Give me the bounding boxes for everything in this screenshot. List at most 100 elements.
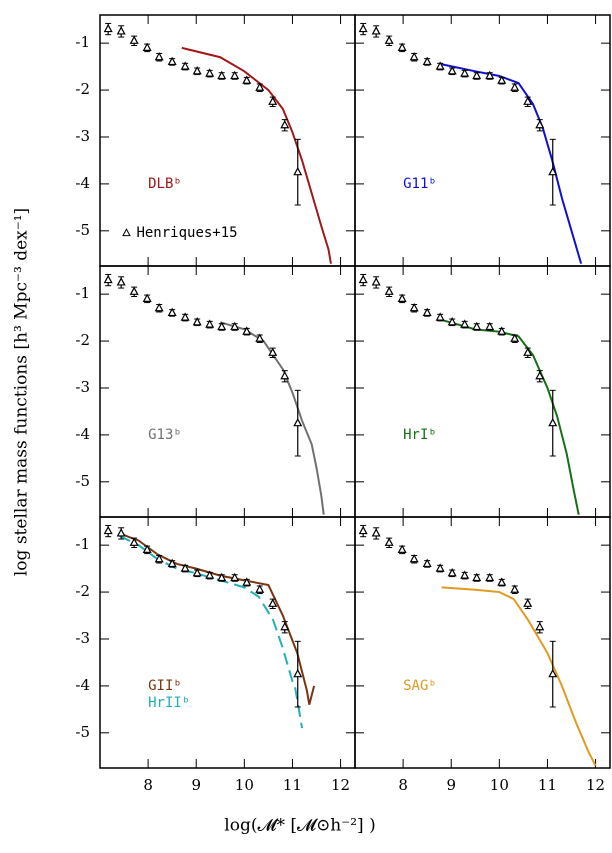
panel-frame [99, 265, 356, 518]
panel-frame [354, 516, 611, 769]
observation-point [497, 326, 507, 335]
observation-point [167, 307, 177, 317]
observation-point [293, 166, 303, 176]
observation-point [460, 319, 470, 328]
observation-point [460, 570, 470, 579]
observation-point [472, 572, 482, 582]
observation-point [180, 563, 190, 572]
observation-point [384, 35, 394, 44]
observation-point [447, 568, 457, 577]
y-tick-label: -4 [75, 676, 90, 694]
y-tick-label: -3 [75, 127, 90, 145]
observation-point [472, 70, 482, 80]
observation-point [397, 544, 407, 553]
observation-point [242, 75, 252, 84]
observation-point [358, 23, 368, 33]
observation-point [205, 68, 215, 77]
panel: HrIᵇ [354, 265, 611, 518]
observation-point [116, 26, 126, 35]
model-line [441, 318, 580, 515]
x-tick-label: 9 [446, 776, 456, 794]
observation-point [497, 75, 507, 84]
observation-point [510, 82, 520, 91]
observation-point [384, 286, 394, 295]
model-line [441, 63, 583, 264]
observation-point [435, 61, 445, 70]
observation-point [293, 417, 303, 427]
observation-point [180, 61, 190, 70]
legend-label: SAGᵇ [403, 678, 437, 694]
legend-marker [122, 228, 131, 237]
observation-point [205, 319, 215, 328]
observation-point [255, 584, 265, 593]
observation-point [230, 70, 240, 80]
x-tick-label: 8 [398, 776, 408, 794]
legend-label: HrIIᵇ [148, 695, 190, 711]
y-tick-label: -4 [75, 425, 90, 443]
observation-point [510, 584, 520, 593]
observation-point [548, 166, 558, 176]
observation-point [142, 293, 152, 302]
observation-point [409, 302, 419, 312]
observation-point [167, 558, 177, 568]
x-tick-label: 12 [331, 776, 350, 794]
legend-label: G13ᵇ [148, 427, 182, 443]
observation-point [409, 553, 419, 563]
observation-point [217, 321, 227, 331]
observation-point [103, 525, 113, 535]
y-tick-label: -3 [75, 378, 90, 396]
observation-point [523, 598, 533, 607]
legend-label: GIIᵇ [148, 678, 182, 694]
observation-point [192, 66, 202, 75]
observation-point [497, 577, 507, 586]
observation-point [535, 621, 545, 631]
observation-point [154, 51, 164, 61]
model-line [118, 532, 316, 705]
y-tick-label: -1 [75, 535, 90, 553]
model-line [441, 586, 597, 767]
panel: G11ᵇ [354, 14, 611, 267]
observation-point [280, 370, 290, 380]
observation-point [129, 286, 139, 295]
observation-point [358, 525, 368, 535]
observation-point [129, 537, 139, 546]
x-tick-label: 11 [538, 776, 557, 794]
observation-point [293, 668, 303, 678]
y-tick-label: -4 [75, 174, 90, 192]
observation-point [242, 577, 252, 586]
observation-point [510, 333, 520, 342]
x-tick-label: 9 [191, 776, 201, 794]
y-tick-label: -2 [75, 80, 90, 98]
model-line [181, 46, 332, 264]
observation-point [103, 23, 113, 33]
y-tick-label: -1 [75, 284, 90, 302]
observation-point [523, 96, 533, 105]
observation-point [472, 321, 482, 331]
observation-point [485, 321, 495, 331]
observation-point [371, 26, 381, 35]
observation-point [535, 119, 545, 129]
observation-point [255, 333, 265, 342]
y-axis-label: log stellar mass functions [h³ Mpc⁻³ dex… [12, 208, 32, 576]
legend-label: G11ᵇ [403, 176, 437, 192]
observation-point [384, 537, 394, 546]
observation-point [548, 668, 558, 678]
observation-point [116, 277, 126, 286]
legend-label: DLBᵇ [148, 176, 182, 192]
observation-point [435, 312, 445, 321]
observation-point [103, 274, 113, 284]
x-tick-label: 10 [490, 776, 509, 794]
observation-point [371, 277, 381, 286]
observation-point [447, 317, 457, 326]
legend-label: HrIᵇ [403, 427, 437, 443]
y-tick-label: -5 [75, 472, 90, 490]
observation-point [409, 51, 419, 61]
panel-frame [99, 516, 356, 769]
observation-point [280, 119, 290, 129]
observation-point [280, 621, 290, 631]
observation-point [142, 42, 152, 51]
legend-label: Henriques+15 [136, 225, 237, 241]
observation-point [371, 528, 381, 537]
